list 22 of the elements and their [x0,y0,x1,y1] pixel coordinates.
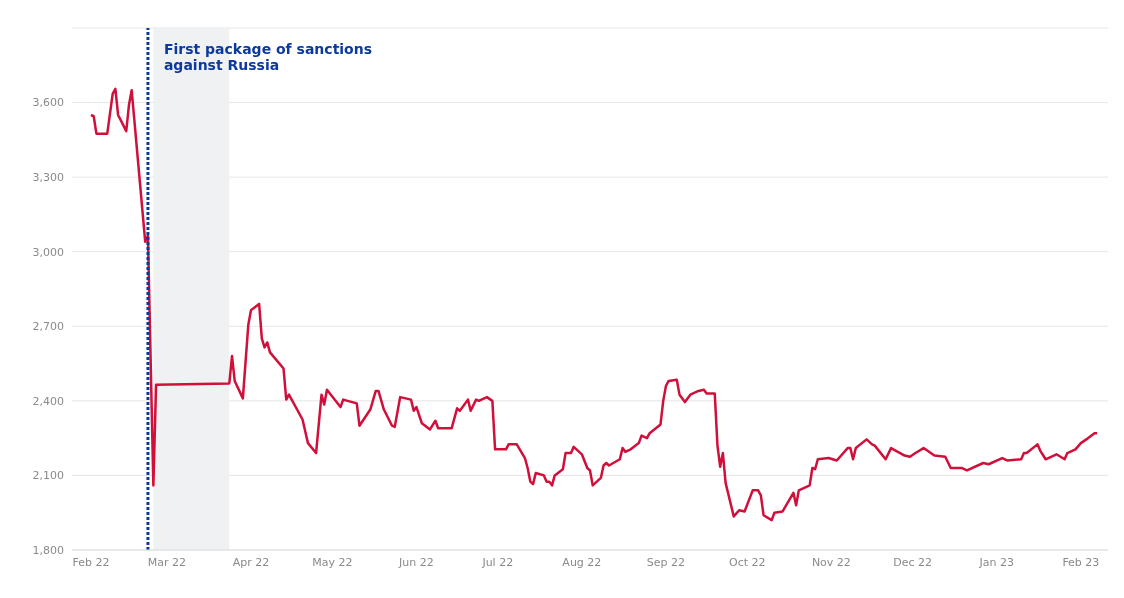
x-tick-label: Feb 22 [72,555,110,569]
x-tick-label: Jul 22 [481,555,514,569]
y-tick-label: 3,000 [32,245,64,259]
x-tick-label: Mar 22 [147,555,187,569]
line-series [89,87,1099,522]
x-tick-label: Jun 22 [398,555,434,569]
x-tick-label: Feb 23 [1062,555,1100,569]
x-tick-label: Oct 22 [729,555,766,569]
ref-line-label: First package of sanctions against Russia [163,41,373,73]
y-tick-label: 3,600 [32,96,64,110]
x-tick-label: Aug 22 [562,555,602,569]
y-tick-label: 1,800 [32,543,64,557]
y-tick-label: 2,400 [32,394,64,408]
x-tick-label: Apr 22 [232,555,270,569]
x-tick-label: May 22 [312,555,353,569]
x-tick-label: Nov 22 [811,555,851,569]
x-tick-label: Sep 22 [646,555,686,569]
y-tick-label: 3,300 [32,171,64,185]
x-tick-label: Jan 23 [978,555,1015,569]
y-tick-label: 2,100 [32,469,64,483]
x-tick-label: Dec 22 [893,555,933,569]
y-tick-label: 2,700 [32,320,64,334]
